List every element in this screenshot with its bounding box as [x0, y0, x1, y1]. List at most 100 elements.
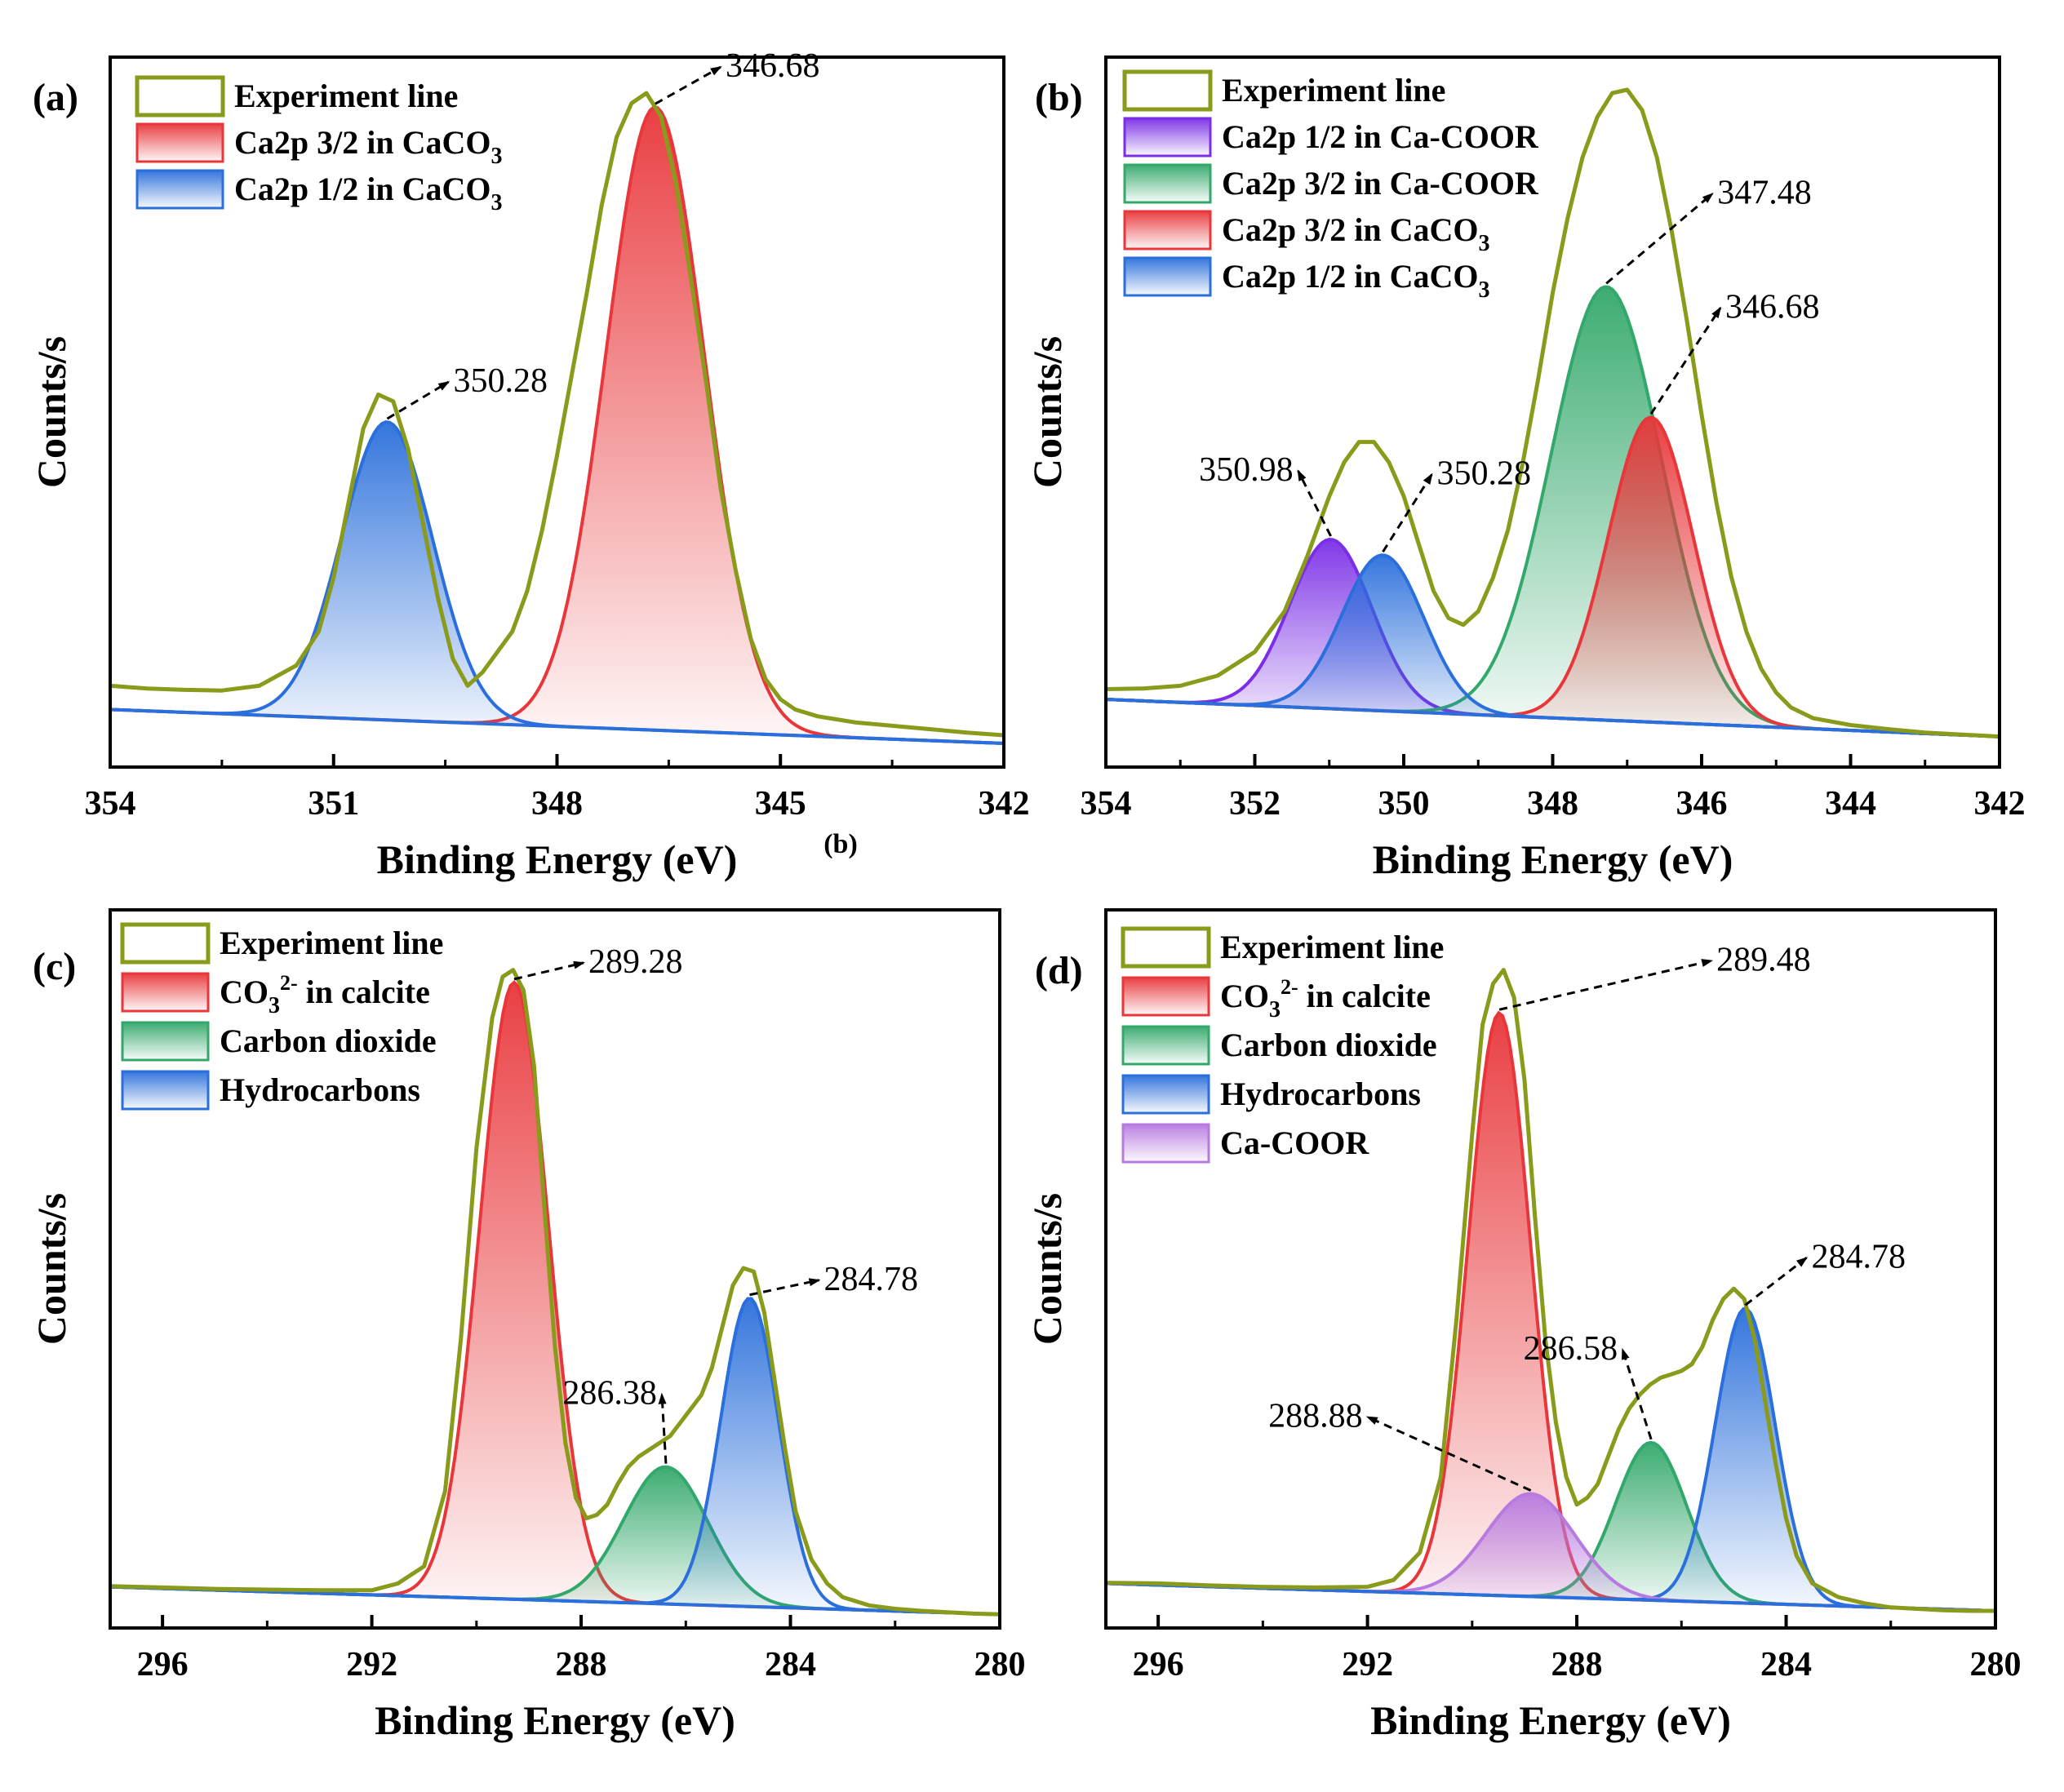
legend-entry: Carbon dioxide	[220, 1022, 437, 1059]
peak-annotation: 346.68	[1725, 288, 1820, 326]
x-tick-label: 280	[1970, 1646, 2022, 1683]
legend-swatch-violet	[1123, 117, 1212, 157]
peak-annotation: 350.98	[1199, 451, 1294, 489]
baseline-line	[110, 707, 1004, 745]
panel-letter: (c)	[33, 945, 76, 988]
x-tick-label: 351	[308, 785, 359, 823]
peak-annotation: 286.38	[562, 1375, 657, 1413]
annotation-arrow	[513, 960, 585, 981]
x-tick-label: 348	[1527, 785, 1578, 823]
x-tick-label: 292	[346, 1646, 397, 1683]
peak-annotation: 284.78	[824, 1261, 918, 1298]
panel-letter: (d)	[1035, 949, 1083, 992]
legend-swatch-red	[135, 122, 224, 163]
plot-frame	[1104, 908, 1997, 1630]
x-axis-label: Binding Energy (eV)	[375, 1697, 735, 1743]
legend-entry: Experiment line	[234, 78, 458, 114]
annotation-arrow	[1744, 1257, 1809, 1306]
legend-swatch-experiment	[1122, 69, 1213, 112]
peak-annotation: 284.78	[1812, 1238, 1906, 1275]
x-axis-label: Binding Energy (eV)	[377, 836, 738, 882]
legend-swatch-blue	[1121, 1074, 1210, 1115]
x-tick-label: 354	[1081, 785, 1132, 823]
legend-entry: Ca2p 3/2 in CaCO3	[1222, 211, 1490, 256]
legend-entry: CO32- in calcite	[220, 971, 430, 1018]
legend-swatch-green	[1121, 1025, 1210, 1066]
annotation-arrow	[1297, 469, 1332, 537]
y-axis-label: Counts/s	[29, 336, 74, 488]
legend-entry: Ca2p 1/2 in CaCO3	[1222, 258, 1490, 303]
plot-area	[1106, 968, 1995, 1613]
annotation-arrow	[655, 65, 722, 105]
x-tick-label: 296	[137, 1646, 189, 1683]
x-tick-label: 346	[1676, 785, 1728, 823]
peak-annotation: 288.88	[1268, 1397, 1363, 1435]
peak-annotation: 346.68	[726, 47, 820, 85]
annotation-arrow	[658, 1392, 668, 1464]
x-tick-label: 348	[531, 785, 583, 823]
x-tick-label: 280	[974, 1646, 1026, 1683]
legend-swatch-experiment	[120, 922, 211, 965]
annotation-arrow	[1649, 306, 1722, 415]
peak-annotation: 347.48	[1717, 174, 1812, 211]
peak-annotation: 350.28	[453, 362, 548, 400]
panel-letter: (a)	[33, 76, 78, 119]
peak-annotation: 289.28	[588, 943, 683, 981]
baseline-line	[1106, 698, 2000, 739]
x-tick-label: 284	[765, 1646, 816, 1683]
annotation-arrow	[1498, 959, 1714, 1011]
legend-entry: CO32- in calcite	[1220, 975, 1431, 1022]
panel-d: 296 292 288 284 280 Binding Energy (eV) Counts…	[1024, 908, 2022, 1743]
plot-area	[1106, 87, 2000, 739]
legend-swatch-green	[121, 1021, 210, 1062]
legend-entry: Ca2p 1/2 in CaCO3	[234, 171, 503, 215]
y-axis-label: Counts/s	[29, 1193, 74, 1345]
panels-group: 354 351 348 345 342 Binding Energy (eV) Counts…	[29, 47, 2026, 1743]
panel-c: 296 292 288 284 280 Binding Energy (eV) Counts…	[29, 908, 1026, 1743]
experiment-line	[110, 91, 1004, 738]
peak-fill-blue	[1106, 555, 2000, 737]
x-tick-label: 352	[1229, 785, 1281, 823]
plot-frame	[109, 908, 1001, 1630]
experiment-line	[1106, 87, 2000, 739]
legend-entry: Experiment line	[220, 925, 443, 961]
legend-entry: Ca2p 3/2 in CaCO3	[234, 124, 503, 169]
peak-fill-blue	[110, 422, 1004, 743]
x-tick-label: 288	[1551, 1646, 1603, 1683]
annotation-arrow	[1382, 472, 1433, 553]
peak-annotation: 289.48	[1716, 941, 1811, 978]
panel-letter: (b)	[1035, 76, 1083, 119]
x-tick-label: 292	[1342, 1646, 1393, 1683]
panel-a: 354 351 348 345 342 Binding Energy (eV) Counts…	[29, 47, 1030, 882]
x-tick-label: 354	[85, 785, 136, 823]
stray-panel-label: (b)	[823, 829, 858, 859]
legend-entry: Experiment line	[1220, 929, 1444, 965]
peak-annotation: 350.28	[1436, 455, 1531, 492]
annotation-arrow	[1605, 193, 1714, 285]
legend-entry: Carbon dioxide	[1220, 1027, 1437, 1063]
x-tick-label: 342	[1974, 785, 2026, 823]
x-tick-label: 345	[755, 785, 806, 823]
annotation-arrow	[1621, 1347, 1653, 1440]
legend-swatch-lilac	[1121, 1123, 1210, 1164]
legend-swatch-experiment	[135, 75, 225, 118]
x-tick-label: 344	[1825, 785, 1876, 823]
peak-fill-blue	[110, 1298, 1000, 1615]
legend-swatch-red	[1123, 210, 1212, 251]
peak-fill-red	[1106, 1013, 1995, 1611]
legend-swatch-blue	[135, 169, 224, 210]
x-tick-label: 350	[1378, 785, 1430, 823]
peak-annotation: 286.58	[1524, 1330, 1618, 1368]
legend-entry: Hydrocarbons	[1220, 1076, 1421, 1112]
plot-area	[110, 968, 1000, 1617]
experiment-line	[110, 968, 1000, 1617]
legend-swatch-blue	[1123, 256, 1212, 297]
x-tick-label: 296	[1133, 1646, 1184, 1683]
peak-fill-green	[1106, 286, 2000, 737]
legend-entry: Ca-COOR	[1220, 1124, 1369, 1161]
x-tick-label: 342	[979, 785, 1030, 823]
y-axis-label: Counts/s	[1024, 1193, 1070, 1345]
annotation-arrow	[1365, 1416, 1532, 1492]
legend-swatch-experiment	[1121, 926, 1211, 969]
